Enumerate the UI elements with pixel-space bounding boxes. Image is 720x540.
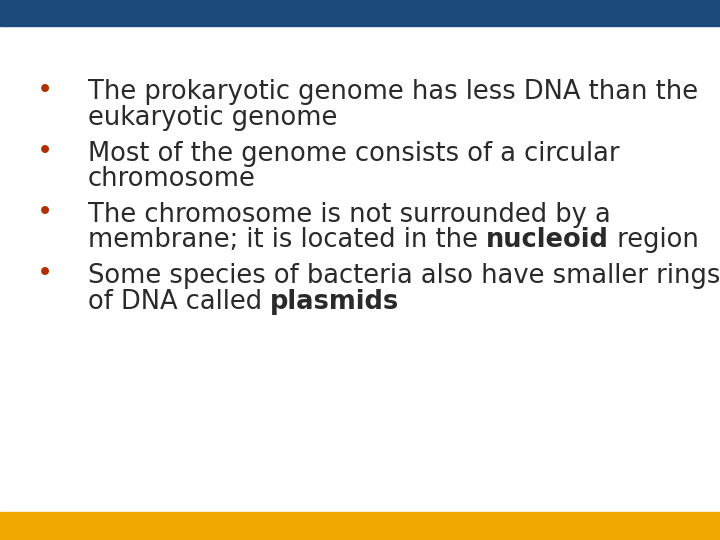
Text: The chromosome is not surrounded by a: The chromosome is not surrounded by a (88, 202, 611, 228)
Text: of DNA called: of DNA called (88, 288, 270, 314)
Text: © 2011 Pearson Education, Inc.: © 2011 Pearson Education, Inc. (14, 519, 201, 532)
Text: eukaryotic genome: eukaryotic genome (88, 105, 338, 131)
Text: •: • (37, 139, 53, 165)
Text: Some species of bacteria also have smaller rings: Some species of bacteria also have small… (88, 263, 720, 289)
Text: region: region (609, 227, 699, 253)
Text: membrane; it is located in the: membrane; it is located in the (88, 227, 486, 253)
Text: •: • (37, 200, 53, 226)
Text: chromosome: chromosome (88, 166, 256, 192)
Text: •: • (37, 261, 53, 287)
Bar (0, 0, 720, 26)
Bar (0, 512, 720, 540)
Text: plasmids: plasmids (270, 288, 400, 314)
Text: •: • (37, 78, 53, 104)
Text: nucleoid: nucleoid (486, 227, 609, 253)
Text: Most of the genome consists of a circular: Most of the genome consists of a circula… (88, 140, 620, 166)
Text: The prokaryotic genome has less DNA than the: The prokaryotic genome has less DNA than… (88, 79, 698, 105)
